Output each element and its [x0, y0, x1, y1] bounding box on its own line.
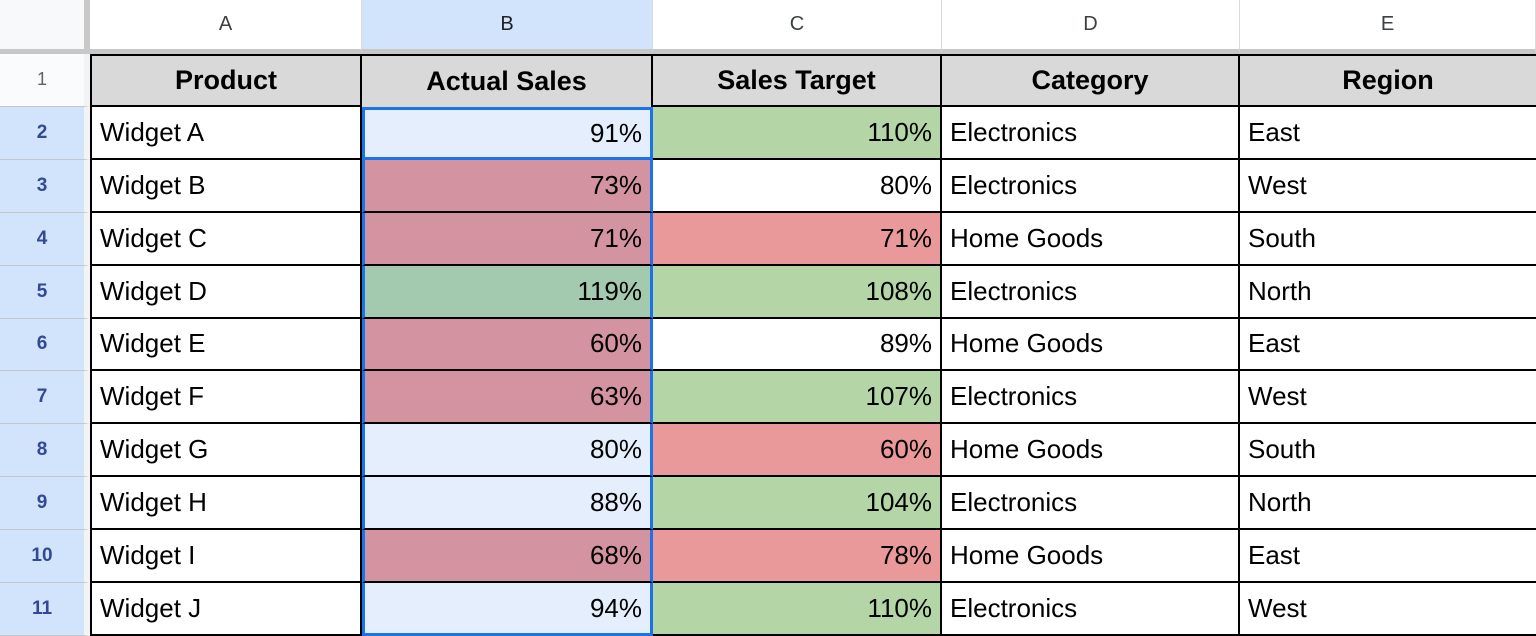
- cell-c2[interactable]: 110%: [653, 106, 942, 160]
- row-header-8[interactable]: 8: [0, 424, 90, 478]
- cell-d11[interactable]: Electronics: [942, 583, 1240, 636]
- cell-a4[interactable]: Widget C: [90, 212, 362, 266]
- cell-e2[interactable]: East: [1240, 106, 1536, 160]
- cell-e11[interactable]: West: [1240, 583, 1536, 636]
- cell-b11[interactable]: 94%: [362, 583, 653, 636]
- cell-c11[interactable]: 110%: [653, 583, 942, 636]
- row-header-10[interactable]: 10: [0, 530, 90, 584]
- cell-b4[interactable]: 71%: [362, 212, 653, 266]
- row-header-5[interactable]: 5: [0, 265, 90, 319]
- cell-a7[interactable]: Widget F: [90, 371, 362, 425]
- cell-e6[interactable]: East: [1240, 318, 1536, 372]
- cell-d6[interactable]: Home Goods: [942, 318, 1240, 372]
- cell-b10[interactable]: 68%: [362, 530, 653, 584]
- cell-c10[interactable]: 78%: [653, 530, 942, 584]
- cell-c8[interactable]: 60%: [653, 424, 942, 478]
- row-header-4[interactable]: 4: [0, 212, 90, 266]
- cell-e7[interactable]: West: [1240, 371, 1536, 425]
- cell-e5[interactable]: North: [1240, 265, 1536, 319]
- cell-a5[interactable]: Widget D: [90, 265, 362, 319]
- column-header-a[interactable]: A: [90, 0, 362, 54]
- row-header-1[interactable]: 1: [0, 54, 90, 107]
- column-header-c[interactable]: C: [653, 0, 942, 54]
- cell-b2-active[interactable]: 91%: [362, 106, 653, 160]
- row-header-9[interactable]: 9: [0, 477, 90, 531]
- cell-c7[interactable]: 107%: [653, 371, 942, 425]
- cell-e9[interactable]: North: [1240, 477, 1536, 531]
- cell-c9[interactable]: 104%: [653, 477, 942, 531]
- cell-e10[interactable]: East: [1240, 530, 1536, 584]
- cell-a1[interactable]: Product: [90, 54, 362, 107]
- cell-d3[interactable]: Electronics: [942, 159, 1240, 213]
- cell-a10[interactable]: Widget I: [90, 530, 362, 584]
- cell-c1[interactable]: Sales Target: [653, 54, 942, 107]
- row-header-6[interactable]: 6: [0, 318, 90, 372]
- row-header-3[interactable]: 3: [0, 159, 90, 213]
- cell-e4[interactable]: South: [1240, 212, 1536, 266]
- column-header-e[interactable]: E: [1240, 0, 1536, 54]
- cell-b8[interactable]: 80%: [362, 424, 653, 478]
- cell-e3[interactable]: West: [1240, 159, 1536, 213]
- cell-b5[interactable]: 119%: [362, 265, 653, 319]
- cell-a8[interactable]: Widget G: [90, 424, 362, 478]
- cell-a6[interactable]: Widget E: [90, 318, 362, 372]
- row-header-11[interactable]: 11: [0, 583, 90, 636]
- cell-c5[interactable]: 108%: [653, 265, 942, 319]
- cell-d7[interactable]: Electronics: [942, 371, 1240, 425]
- cell-b1[interactable]: Actual Sales: [362, 54, 653, 107]
- row-header-2[interactable]: 2: [0, 106, 90, 160]
- column-header-b[interactable]: B: [362, 0, 653, 54]
- cell-b3[interactable]: 73%: [362, 159, 653, 213]
- cell-d1[interactable]: Category: [942, 54, 1240, 107]
- cell-d5[interactable]: Electronics: [942, 265, 1240, 319]
- column-header-d[interactable]: D: [942, 0, 1240, 54]
- cell-a3[interactable]: Widget B: [90, 159, 362, 213]
- cell-d10[interactable]: Home Goods: [942, 530, 1240, 584]
- cell-d9[interactable]: Electronics: [942, 477, 1240, 531]
- row-header-7[interactable]: 7: [0, 371, 90, 425]
- cell-a11[interactable]: Widget J: [90, 583, 362, 636]
- cell-e8[interactable]: South: [1240, 424, 1536, 478]
- cell-d8[interactable]: Home Goods: [942, 424, 1240, 478]
- cell-c6[interactable]: 89%: [653, 318, 942, 372]
- cell-a9[interactable]: Widget H: [90, 477, 362, 531]
- cell-c3[interactable]: 80%: [653, 159, 942, 213]
- cell-a2[interactable]: Widget A: [90, 106, 362, 160]
- select-all-corner[interactable]: [0, 0, 90, 54]
- cell-b6[interactable]: 60%: [362, 318, 653, 372]
- cell-c4[interactable]: 71%: [653, 212, 942, 266]
- cell-b9[interactable]: 88%: [362, 477, 653, 531]
- cell-d4[interactable]: Home Goods: [942, 212, 1240, 266]
- cell-b7[interactable]: 63%: [362, 371, 653, 425]
- cell-d2[interactable]: Electronics: [942, 106, 1240, 160]
- cell-e1[interactable]: Region: [1240, 54, 1536, 107]
